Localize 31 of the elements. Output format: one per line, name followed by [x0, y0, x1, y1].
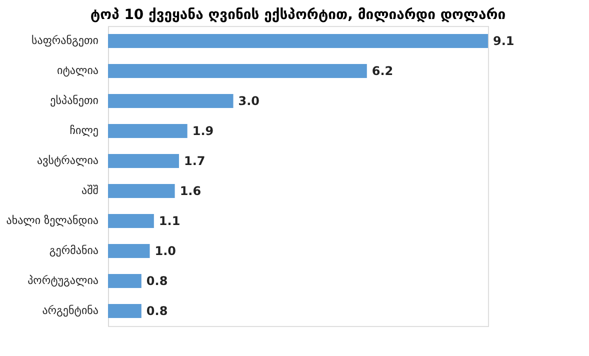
- data-label: 9.1: [493, 34, 514, 48]
- y-tick-label: გერმანია: [49, 244, 99, 257]
- y-tick-label: ჩილე: [70, 124, 98, 137]
- chart-title: ტოპ 10 ქვეყანა ღვინის ექსპორტით, მილიარდი დოლარი: [90, 7, 506, 23]
- data-label: 1.6: [180, 184, 202, 198]
- data-label: 1.9: [192, 124, 214, 138]
- data-label: 6.2: [372, 64, 394, 78]
- bar: [108, 244, 150, 258]
- data-label: 0.8: [146, 274, 168, 288]
- y-tick-label: აშშ: [82, 184, 98, 197]
- bar: [108, 184, 175, 198]
- data-label: 1.1: [158, 214, 180, 228]
- data-label: 0.8: [146, 304, 168, 318]
- data-label: 3.0: [238, 94, 260, 108]
- y-tick-label: არგენტინა: [42, 304, 99, 317]
- bar: [108, 214, 154, 228]
- y-tick-label: პორტუგალია: [28, 274, 99, 287]
- bar: [108, 304, 142, 318]
- bar: [108, 124, 188, 138]
- y-tick-label: საფრანგეთი: [32, 34, 99, 47]
- bar: [108, 34, 488, 48]
- data-label: 1.7: [184, 154, 206, 168]
- bar: [108, 94, 234, 108]
- y-tick-label: ავსტრალია: [37, 154, 99, 167]
- y-tick-label: ესპანეთი: [50, 94, 99, 107]
- data-label: 1.0: [154, 244, 176, 258]
- bar: [108, 64, 367, 78]
- bar: [108, 154, 179, 168]
- y-tick-label: ახალი ზელანდია: [6, 214, 99, 227]
- y-tick-label: იტალია: [57, 64, 99, 77]
- bar: [108, 274, 142, 288]
